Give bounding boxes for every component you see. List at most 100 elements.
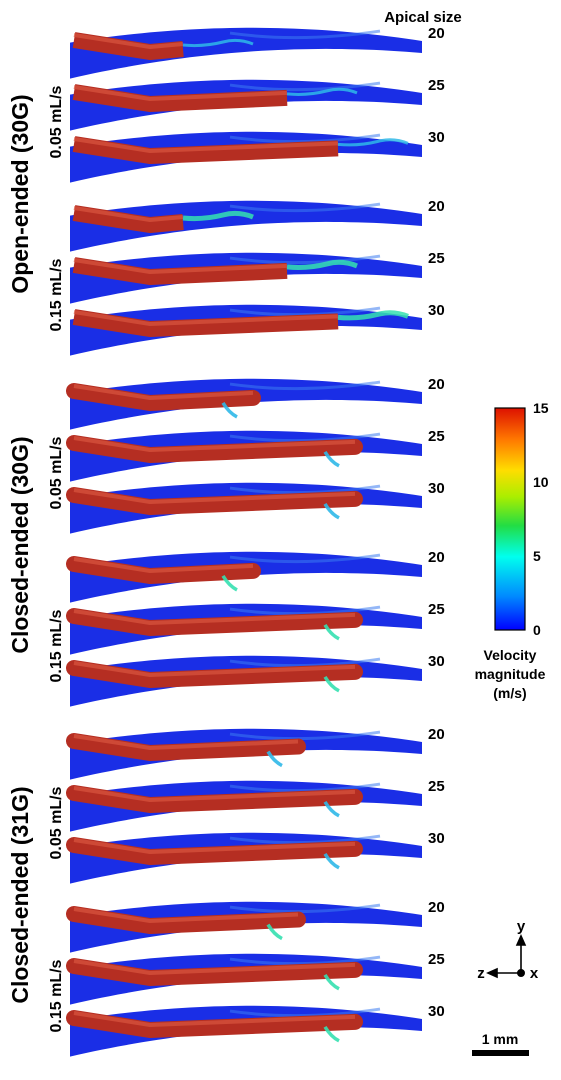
irrigant-jet [323,675,340,693]
apical-size-label: 30 [428,653,445,670]
apical-size-label: 20 [428,899,445,916]
flow-streak [229,133,381,144]
canal-domain [70,901,422,953]
needle [66,383,261,411]
irrigant-jet [323,623,340,641]
canal-panel: 25 [66,951,445,1005]
needle-highlight [73,488,356,504]
flow-streak [229,782,381,793]
flow-streak [229,834,381,845]
needle-highlight [73,907,299,923]
irrigant-jet [323,800,340,818]
needle [66,733,306,761]
apical-size-label: 25 [428,428,445,445]
irrigant-jet [337,138,409,147]
canal-domain [70,200,422,252]
canal-panel: 20 [66,726,445,780]
canal-panel: 30 [66,653,445,707]
needle-highlight [73,609,356,625]
flow-streak [229,730,381,741]
canal-panel: 30 [66,1003,445,1057]
needle [66,1010,363,1038]
velocity-colorbar: 15 10 5 0 Velocity magnitude (m/s) [475,400,549,701]
irrigant-jet [266,750,283,768]
colorbar-title-line-3: (m/s) [493,685,526,701]
canal-panel: 20 [66,899,445,953]
flow-rate-label: 0.15 mL/s [48,258,65,331]
needle-highlight [73,436,356,452]
flow-streak [229,29,381,40]
apical-size-label: 30 [428,480,445,497]
scale-bar [472,1050,529,1056]
canal-panel: 30 [70,302,445,356]
irrigant-jet [182,210,254,222]
flow-rate-label: 0.05 mL/s [48,85,65,158]
z-axis-label: z [477,965,485,982]
apical-size-label: 20 [428,25,445,42]
colorbar-scale [494,407,526,631]
canal-domain [70,728,422,780]
needle [66,608,363,636]
flow-streak [229,553,381,564]
irrigant-jet [266,923,283,941]
flow-streak [229,903,381,914]
apical-size-label: 25 [428,951,445,968]
flow-streak [229,254,381,265]
irrigant-jet [323,502,340,520]
irrigant-jet [221,401,238,419]
apical-size-label: 25 [428,250,445,267]
needle-highlight [73,310,339,326]
irrigant-jet [323,450,340,468]
apical-size-label: 20 [428,726,445,743]
needle [72,257,288,285]
irrigant-jet [323,1025,340,1043]
apical-size-label: 30 [428,129,445,146]
canal-panel: 20 [66,549,445,603]
z-arrowhead-icon [486,967,498,979]
needle-highlight [73,384,254,400]
needle-highlight [73,137,339,153]
flow-streak [229,306,381,317]
needle-highlight [73,557,254,573]
flow-rate-label: 0.05 mL/s [48,436,65,509]
coordinate-axes [486,934,527,979]
irrigant-jet [221,574,238,592]
flow-streak [229,955,381,966]
needle [72,32,184,60]
needle-highlight [73,661,356,677]
colorbar-tick-0: 0 [533,622,541,638]
apical-size-label: 25 [428,778,445,795]
needle-highlight [73,959,356,975]
flow-rate-block: 0.15 mL/s 20 25 30 [48,549,445,707]
irrigant-jet [182,38,254,48]
flow-rate-label: 0.15 mL/s [48,609,65,682]
apical-size-label: 25 [428,77,445,94]
flow-streak [229,484,381,495]
apical-size-label: 30 [428,1003,445,1020]
x-axis-dot-icon [516,968,525,977]
needle-highlight [73,838,356,854]
colorbar-tick-15: 15 [533,400,549,416]
needle [66,660,363,688]
colorbar-title-line-2: magnitude [475,666,546,682]
flow-streak [229,1007,381,1018]
flow-rate-block: 0.15 mL/s 20 25 30 [48,899,445,1057]
irrigant-jet [337,310,409,321]
canal-panel: 30 [66,830,445,884]
x-axis-label: x [530,965,539,982]
canal-panel: 30 [66,480,445,534]
group-label: Open-ended (30G) [7,94,33,293]
scale-bar-label: 1 mm [482,1031,519,1047]
apical-size-label: 20 [428,376,445,393]
flow-streak [229,605,381,616]
needle [72,309,339,337]
colorbar-tick-5: 5 [533,548,541,564]
needle [66,785,363,813]
group-label: Closed-ended (31G) [7,786,33,1003]
canal-domain [70,27,422,79]
needle [72,136,339,164]
needle-highlight [73,1011,356,1027]
needle-highlight [73,85,288,101]
needle-highlight [73,33,184,49]
